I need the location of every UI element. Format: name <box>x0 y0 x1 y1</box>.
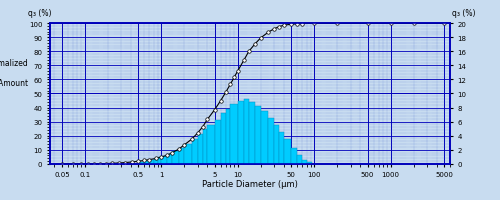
Bar <box>244 100 249 164</box>
Bar <box>214 121 220 164</box>
Bar <box>172 151 179 164</box>
Bar <box>162 156 168 164</box>
Bar <box>150 160 154 164</box>
Bar <box>238 101 244 164</box>
Text: q₃ (%): q₃ (%) <box>452 9 475 18</box>
Bar <box>220 114 226 164</box>
Text: Particle Amount: Particle Amount <box>0 78 28 87</box>
Bar <box>184 144 192 164</box>
Bar <box>138 162 144 164</box>
X-axis label: Particle Diameter (μm): Particle Diameter (μm) <box>202 179 298 188</box>
Bar <box>230 104 237 164</box>
Bar <box>249 102 256 164</box>
Bar <box>284 140 291 164</box>
Bar <box>168 154 172 164</box>
Bar <box>203 129 207 164</box>
Bar <box>158 158 162 164</box>
Bar <box>302 160 306 164</box>
Bar <box>306 163 312 164</box>
Bar <box>179 149 184 164</box>
Bar <box>208 126 214 164</box>
Bar <box>268 118 274 164</box>
Bar <box>192 140 198 164</box>
Bar <box>144 161 150 164</box>
Bar <box>154 159 158 164</box>
Bar <box>260 111 268 164</box>
Bar <box>280 132 283 164</box>
Bar <box>291 149 297 164</box>
Bar <box>256 107 260 164</box>
Bar <box>274 126 280 164</box>
Bar <box>226 109 230 164</box>
Text: Normalized: Normalized <box>0 59 28 68</box>
Bar <box>297 156 302 164</box>
Bar <box>198 135 203 164</box>
Text: q₃ (%): q₃ (%) <box>28 9 52 18</box>
